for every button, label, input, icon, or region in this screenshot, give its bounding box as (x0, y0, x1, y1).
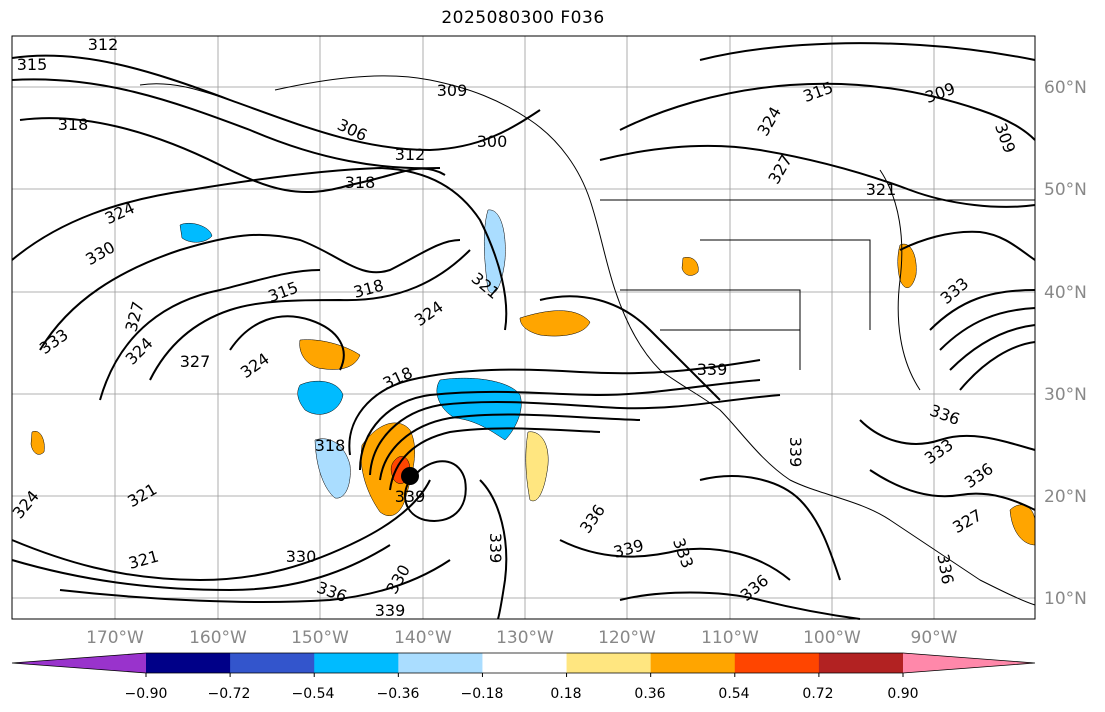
lat-label: 50°N (1044, 180, 1087, 200)
contour-label: 339 (786, 437, 805, 468)
coastlines (139, 75, 1036, 606)
contour-label: 339 (486, 533, 505, 564)
colorbar-tick-label: −0.90 (125, 686, 168, 702)
colorbar-segment (398, 653, 483, 673)
map-title: 2025080300 F036 (441, 8, 605, 28)
lon-label: 140°W (394, 628, 452, 648)
colorbar-tick-labels: −0.90 −0.72 −0.54 −0.36 −0.18 0.18 0.36 … (125, 686, 919, 702)
longitude-labels: 170°W 160°W 150°W 140°W 130°W 120°W 110°… (86, 628, 958, 648)
contour-label: 309 (437, 81, 468, 100)
colorbar-tick-label: −0.36 (377, 686, 420, 702)
lat-label: 40°N (1044, 283, 1087, 303)
contour-label: 300 (477, 132, 508, 151)
contour-lines (11, 42, 1036, 620)
colorbar (11, 652, 1036, 677)
contour-label: 318 (58, 115, 89, 134)
lon-label: 90°W (911, 628, 958, 648)
colorbar-segment (566, 653, 652, 673)
contour-label: 315 (17, 55, 48, 74)
colorbar-tick-label: 0.36 (634, 686, 665, 702)
lat-label: 10°N (1044, 589, 1087, 609)
colorbar-tick-label: −0.18 (461, 686, 504, 702)
lat-label: 30°N (1044, 385, 1087, 405)
colorbar-tick-label: −0.72 (208, 686, 251, 702)
lat-label: 20°N (1044, 487, 1087, 507)
lon-label: 120°W (598, 628, 656, 648)
lat-label: 60°N (1044, 78, 1087, 98)
lon-label: 110°W (701, 628, 759, 648)
storm-center-label: 339 (395, 487, 426, 506)
contour-label: 312 (395, 145, 426, 164)
colorbar-segment (146, 653, 231, 673)
contour-label: 327 (180, 352, 211, 371)
colorbar-segment (903, 653, 1035, 673)
colorbar-segment (314, 653, 399, 673)
colorbar-tick-label: 0.72 (802, 686, 833, 702)
lon-label: 170°W (86, 628, 144, 648)
lon-label: 150°W (291, 628, 349, 648)
colorbar-tick-label: 0.54 (718, 686, 749, 702)
lon-label: 100°W (803, 628, 861, 648)
lon-label: 160°W (189, 628, 247, 648)
map-background (12, 36, 1035, 619)
contour-label: 312 (88, 35, 119, 54)
storm-center-marker (401, 467, 419, 485)
contour-label: 321 (866, 180, 897, 199)
colorbar-tick-label: 0.90 (887, 686, 918, 702)
colorbar-tick-label: 0.18 (550, 686, 581, 702)
colorbar-segment (12, 653, 146, 673)
colorbar-segment (650, 653, 736, 673)
contour-label: 339 (697, 360, 728, 379)
contour-label: 318 (315, 436, 346, 455)
colorbar-segment (482, 653, 568, 673)
colorbar-segment (818, 653, 904, 673)
colorbar-segment (230, 653, 315, 673)
colorbar-tick-label: −0.54 (292, 686, 335, 702)
contour-label: 339 (375, 601, 406, 620)
contour-label: 330 (286, 547, 317, 566)
colorbar-segment (734, 653, 820, 673)
shaded-patches (30, 209, 1036, 546)
map-frame (11, 35, 1036, 620)
latitude-labels: 60°N 50°N 40°N 30°N 20°N 10°N (1044, 78, 1087, 609)
lon-label: 130°W (496, 628, 554, 648)
contour-label: 318 (345, 173, 376, 192)
